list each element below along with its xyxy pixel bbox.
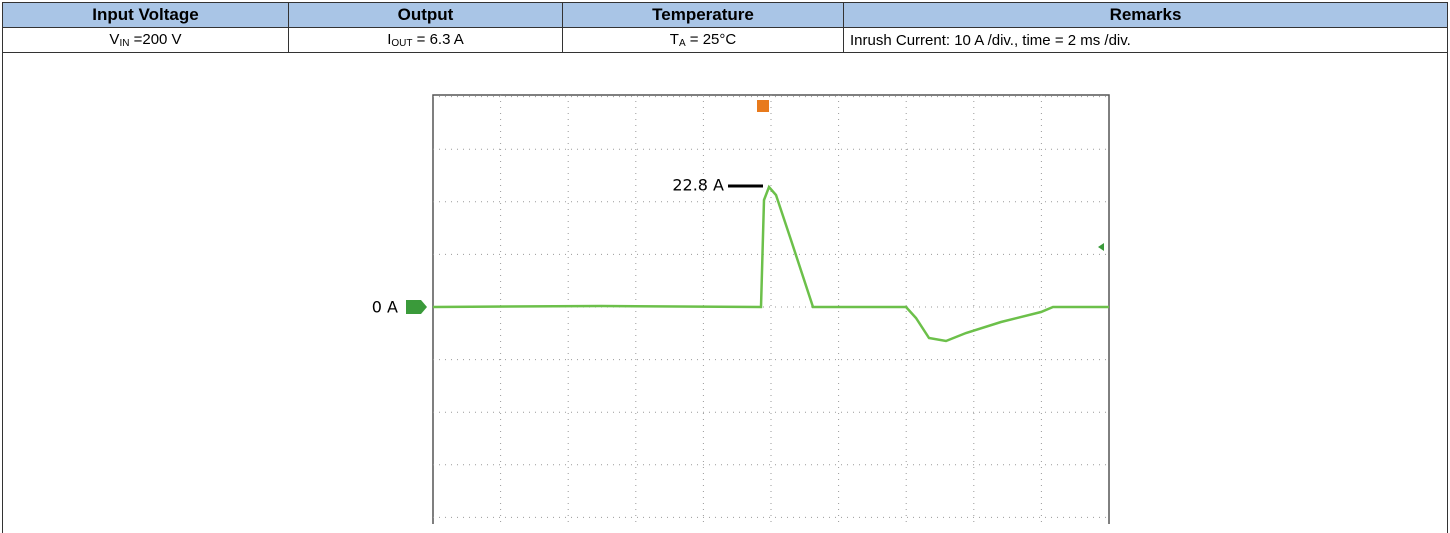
- trigger-marker: [757, 100, 769, 112]
- subscript: IN: [119, 38, 130, 49]
- trigger-level-marker: [1098, 243, 1104, 251]
- header-cell: Input Voltage: [2, 2, 289, 28]
- scope-frame: [432, 94, 1110, 524]
- cell: Inrush Current: 10 A /div., time = 2 ms …: [843, 27, 1448, 53]
- value-row: VIN =200 V IOUT = 6.3 A TA = 25°C Inrush…: [2, 27, 1448, 53]
- subscript: OUT: [391, 38, 413, 49]
- symbol: I: [387, 31, 392, 48]
- header-row: Input Voltage Output Temperature Remarks: [2, 2, 1448, 28]
- peak-label: 22.8 A: [672, 176, 724, 195]
- oscilloscope-capture: 22.8 A 0 A: [372, 94, 1110, 524]
- channel-marker: [406, 300, 427, 314]
- value: = 6.3 A: [412, 31, 464, 48]
- cell: VIN =200 V: [2, 27, 289, 53]
- scope-cell: 22.8 A 0 A: [2, 53, 1448, 533]
- zero-label: 0 A: [372, 298, 398, 317]
- value: =200 V: [129, 31, 182, 48]
- cell: TA = 25°C: [562, 27, 844, 53]
- subscript: A: [678, 38, 686, 49]
- symbol: T: [669, 31, 679, 48]
- symbol: V: [109, 31, 120, 48]
- remarks: Inrush Current: 10 A /div., time = 2 ms …: [850, 31, 1131, 49]
- current-waveform: [432, 184, 1109, 343]
- header-cell: Temperature: [562, 2, 844, 28]
- header-cell: Remarks: [843, 2, 1448, 28]
- cell: IOUT = 6.3 A: [288, 27, 563, 53]
- value: = 25°C: [685, 31, 737, 48]
- header-cell: Output: [288, 2, 563, 28]
- test-conditions-table: Input Voltage Output Temperature Remarks…: [2, 2, 1448, 53]
